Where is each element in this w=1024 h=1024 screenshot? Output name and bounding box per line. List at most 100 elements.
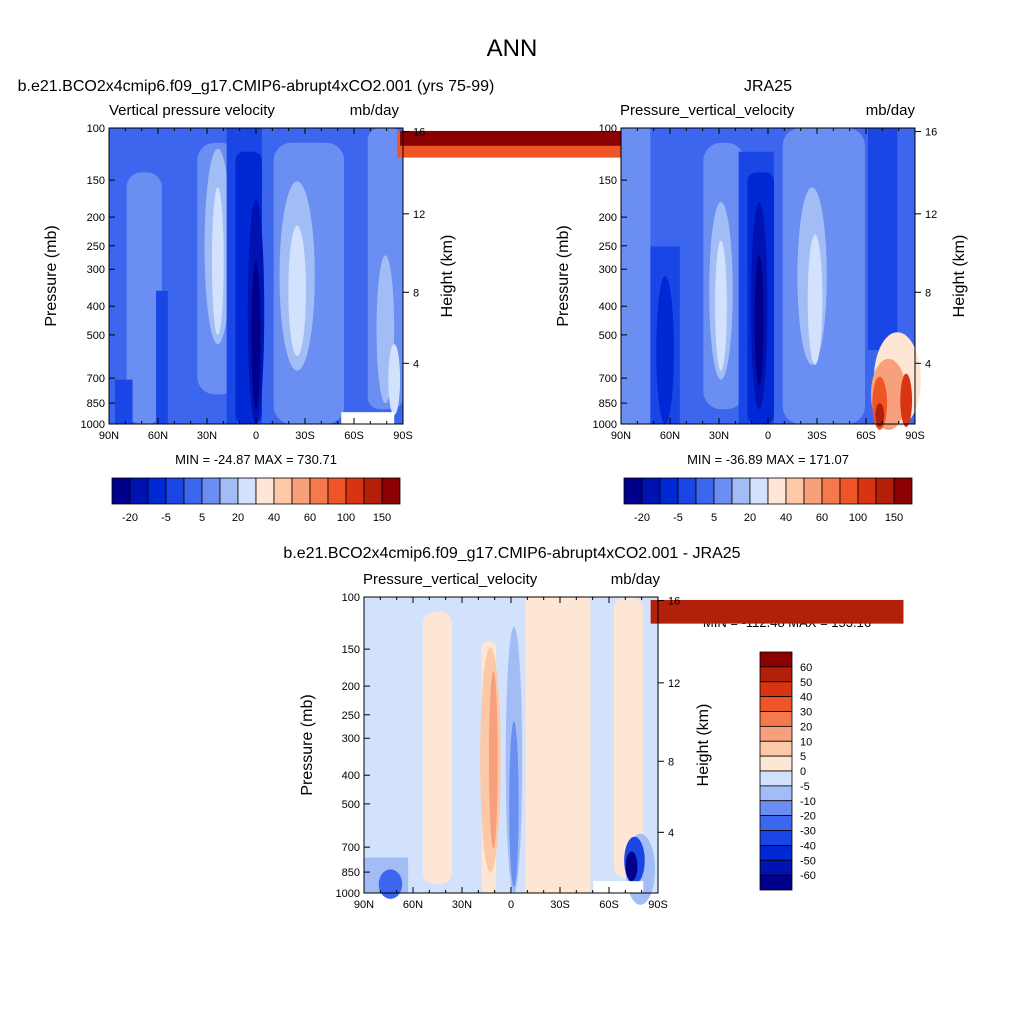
panel-jra25-contours [621,128,921,430]
x-tick-label: 60N [660,430,680,442]
panel-model-axes: 90N 60N 30N 0 30S 60S 90S 100 150 200 250 300 400 500… [81,123,426,442]
colorbar-label: 50 [800,677,812,689]
x-tick-label: 90N [99,430,119,442]
panel-difference-axes: 90N 60N 30N 0 30S 60S 90S 100 150 200 250 300 400 500… [336,592,681,911]
y-tick-label: 850 [342,867,360,879]
y-tick-label: 100 [87,123,105,135]
contour-band [621,128,651,424]
colorbar-swatch [363,477,383,505]
y-tick-label: 1000 [81,419,105,431]
y-tick-label: 200 [87,212,105,224]
x-tick-label: 0 [765,430,771,442]
colorbar-swatch [749,477,769,505]
contour-band [400,130,648,146]
y2-tick-label: 12 [413,209,425,221]
y-tick-label: 500 [599,330,617,342]
y-tick-label: 250 [599,241,617,253]
panel-jra25-title: JRA25 [744,78,792,95]
contour-band [715,240,727,371]
colorbar-swatch [759,844,793,861]
y2-tick-label: 8 [413,287,419,299]
contour-band [422,611,453,885]
contour-band [288,225,306,356]
y-tick-label: 100 [599,123,617,135]
panel-jra25-y2label: Height (km) [951,235,968,318]
colorbar-label: -30 [800,826,816,838]
contour-band [625,851,638,882]
panel-model-units: mb/day [350,102,400,119]
panel-difference-left-label: Pressure_vertical_velocity [363,571,538,588]
missing-data [593,881,644,893]
y-tick-label: 250 [342,710,360,722]
x-tick-label: 60S [599,899,619,911]
colorbar-label: 150 [373,512,391,524]
y2-tick-label: 4 [413,358,419,370]
colorbar-swatch [759,711,793,727]
panel-model-colorbar: -20 -5 5 20 40 60 100 150 [111,477,401,524]
missing-data [341,412,395,424]
y-tick-label: 850 [87,398,105,410]
colorbar-swatch [273,477,293,505]
colorbar-swatch [201,477,221,505]
colorbar-swatch [785,477,805,505]
y-tick-label: 1000 [593,419,617,431]
colorbar-swatch [147,477,167,505]
x-tick-label: 0 [253,430,259,442]
x-tick-label: 30S [807,430,827,442]
contour-band [525,597,591,893]
colorbar-swatch [759,785,793,802]
x-tick-label: 30N [197,430,217,442]
y-tick-label: 300 [599,264,617,276]
colorbar-swatch [767,477,787,505]
y2-tick-label: 8 [925,287,931,299]
panel-difference-contours [364,597,904,905]
y-tick-label: 200 [342,681,360,693]
y-tick-label: 150 [342,644,360,656]
contour-band [807,234,823,365]
panel-difference-ylabel: Pressure (mb) [299,694,316,795]
x-tick-label: 90N [354,899,374,911]
y2-tick-label: 12 [925,209,937,221]
colorbar-swatch [129,477,149,505]
x-tick-label: 30N [452,899,472,911]
colorbar-label: 5 [800,751,806,763]
colorbar-swatch [759,696,793,712]
panel-jra25-ylabel: Pressure (mb) [555,225,572,326]
y-tick-label: 150 [599,175,617,187]
contour-band [251,261,261,410]
colorbar-label: -20 [122,512,138,524]
figure-title: ANN [487,35,538,62]
colorbar-label: -50 [800,855,816,867]
colorbar-swatch [731,477,751,505]
colorbar-swatch [165,477,185,505]
contour-band [900,373,913,427]
colorbar-label: 60 [304,512,316,524]
colorbar-swatch [327,477,347,505]
y2-tick-label: 4 [668,827,674,839]
colorbar-swatch [677,477,697,505]
colorbar-label: 40 [268,512,280,524]
colorbar-label: 5 [711,512,717,524]
contour-band [656,276,674,424]
colorbar-label: -60 [800,870,816,882]
panel-difference-y2label: Height (km) [695,704,712,787]
contour-band [126,172,162,424]
colorbar-swatch [893,477,913,505]
colorbar-label: 100 [849,512,867,524]
y2-tick-label: 4 [925,358,931,370]
colorbar-label: 0 [800,766,806,778]
colorbar-swatch [255,477,275,505]
colorbar-swatch [641,477,661,505]
colorbar-swatch [759,681,793,698]
colorbar-label: 20 [744,512,756,524]
contour-band [650,599,904,624]
panel-difference: b.e21.BCO2x4cmip6.f09_g17.CMIP6-abrupt4x… [283,545,904,911]
colorbar-swatch [759,800,793,817]
y-tick-label: 200 [599,212,617,224]
colorbar-swatch [659,477,679,505]
y-tick-label: 400 [599,301,617,313]
colorbar-label: -40 [800,840,816,852]
x-tick-label: 30S [295,430,315,442]
colorbar-swatch [759,859,793,876]
y-tick-label: 850 [599,398,617,410]
